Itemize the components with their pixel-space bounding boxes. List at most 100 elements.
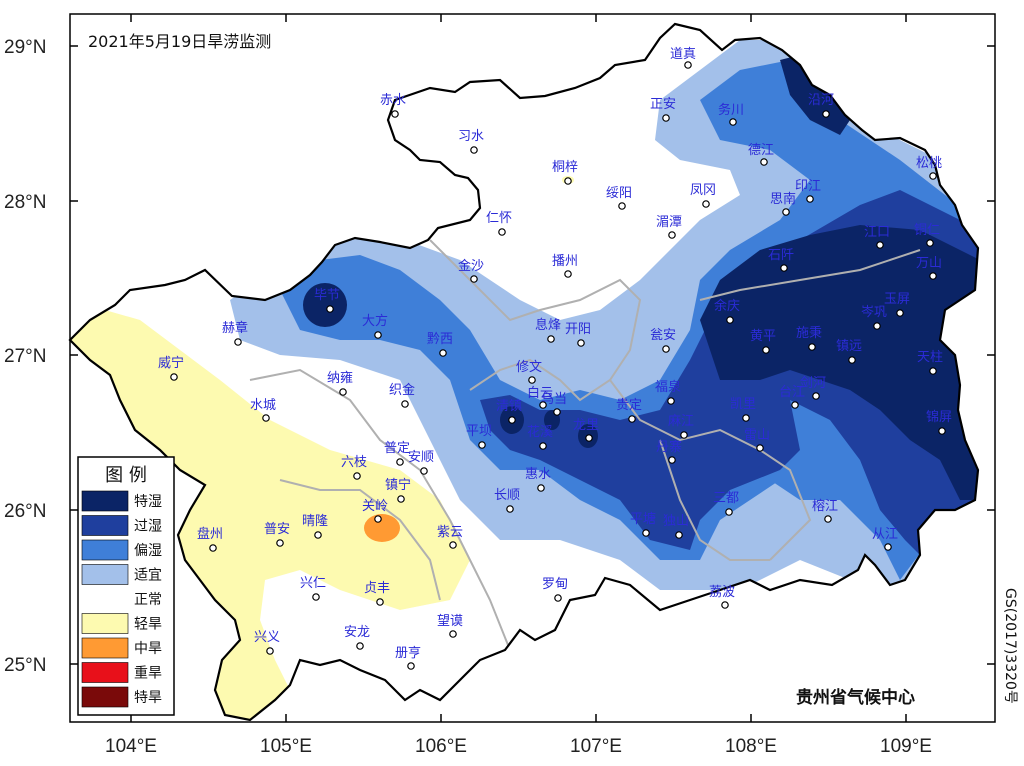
- city-label: 从江: [872, 527, 898, 542]
- city-dot: [397, 495, 405, 503]
- city-dot: [374, 515, 382, 523]
- city-dot: [326, 305, 334, 313]
- city-label: 六枝: [341, 455, 367, 470]
- city-label: 惠水: [525, 467, 551, 482]
- city-dot: [376, 598, 384, 606]
- legend-label: 特旱: [134, 690, 162, 706]
- city-dot: [470, 146, 478, 154]
- city-dot: [812, 392, 820, 400]
- lon-label-108: 108°E: [725, 736, 777, 757]
- legend-label: 偏湿: [134, 543, 162, 559]
- city-label: 麻江: [668, 414, 694, 429]
- legend-label: 轻旱: [134, 617, 162, 633]
- city-label: 修文: [516, 360, 542, 375]
- city-label: 普定: [384, 441, 410, 456]
- city-label: 赤水: [380, 93, 406, 108]
- legend-swatch: [81, 564, 129, 585]
- city-label: 岑巩: [861, 305, 887, 320]
- city-label: 清镇: [496, 399, 522, 414]
- city-label: 册亨: [395, 645, 421, 661]
- city-label: 印江: [795, 179, 821, 194]
- city-label: 水城: [250, 398, 276, 413]
- city-dot: [449, 630, 457, 638]
- city-dot: [553, 408, 561, 416]
- city-label: 威宁: [158, 355, 184, 371]
- lon-tick-labels: 104°E 105°E 106°E 107°E 108°E 109°E: [105, 736, 932, 757]
- city-dot: [808, 343, 816, 351]
- city-label: 乌当: [541, 391, 567, 407]
- lon-label-104: 104°E: [105, 736, 157, 757]
- city-label: 长顺: [494, 488, 520, 503]
- city-dot: [926, 239, 934, 247]
- legend-title: 图 例: [105, 465, 147, 486]
- city-dot: [391, 110, 399, 118]
- lon-label-107: 107°E: [570, 736, 622, 757]
- city-dot: [642, 529, 650, 537]
- city-dot: [668, 456, 676, 464]
- city-label: 独山: [663, 514, 689, 529]
- lon-label-106: 106°E: [415, 736, 467, 757]
- legend-label: 适宜: [134, 568, 162, 584]
- city-label: 毕节: [314, 288, 340, 303]
- legend-label: 中旱: [134, 641, 162, 657]
- city-label: 大方: [362, 313, 388, 329]
- city-label: 安顺: [408, 450, 434, 465]
- city-dot: [668, 231, 676, 239]
- city-dot: [725, 508, 733, 516]
- city-label: 雷山: [744, 428, 770, 443]
- city-label: 丹寨: [656, 439, 682, 455]
- city-dot: [684, 61, 692, 69]
- city-dot: [876, 241, 884, 249]
- city-dot: [577, 339, 585, 347]
- city-dot: [702, 200, 710, 208]
- approval-number: GS(2017)3320号: [1002, 588, 1018, 704]
- city-dot: [420, 467, 428, 475]
- city-dot: [234, 338, 242, 346]
- legend-swatch: [81, 662, 129, 683]
- city-dot: [262, 414, 270, 422]
- lon-ticks: [130, 14, 907, 722]
- city-dot: [407, 662, 415, 670]
- city-label: 习水: [458, 129, 484, 144]
- city-dot: [782, 208, 790, 216]
- city-label: 江口: [864, 225, 890, 240]
- city-dot: [528, 376, 536, 384]
- field-extreme-wet: [700, 225, 978, 500]
- lat-label-26: 26°N: [4, 501, 46, 522]
- city-label: 开阳: [565, 322, 591, 337]
- legend-swatch: [81, 490, 129, 512]
- city-label: 黄平: [750, 329, 776, 344]
- city-label: 松桃: [916, 156, 942, 171]
- lat-ticks: [70, 45, 995, 665]
- city-dot: [353, 472, 361, 480]
- city-dot: [680, 431, 688, 439]
- city-label: 纳雍: [327, 370, 353, 386]
- city-label: 白云: [527, 385, 553, 401]
- city-dot: [929, 172, 937, 180]
- city-label: 黔西: [427, 332, 453, 347]
- city-dot: [742, 414, 750, 422]
- lon-label-109: 109°E: [880, 736, 932, 757]
- lat-label-29: 29°N: [4, 37, 46, 58]
- city-dot: [628, 415, 636, 423]
- city-label: 石阡: [768, 248, 794, 263]
- city-dot: [726, 316, 734, 324]
- city-dot: [554, 594, 562, 602]
- city-dot: [266, 647, 274, 655]
- city-label: 安龙: [344, 625, 370, 640]
- legend-swatch: [81, 588, 129, 610]
- field-extreme-wet-ne: [780, 55, 850, 135]
- city-label: 金沙: [458, 258, 484, 274]
- city-label: 晴隆: [302, 514, 328, 529]
- city-dot: [276, 539, 284, 547]
- city-dot: [539, 401, 547, 409]
- city-label: 盘州: [197, 526, 223, 542]
- city-dot: [585, 434, 593, 442]
- city-label: 三都: [713, 491, 739, 506]
- city-dot: [396, 458, 404, 466]
- city-label: 桐梓: [552, 160, 578, 175]
- city-label: 铜仁: [914, 223, 940, 238]
- city-label: 播州: [552, 254, 578, 269]
